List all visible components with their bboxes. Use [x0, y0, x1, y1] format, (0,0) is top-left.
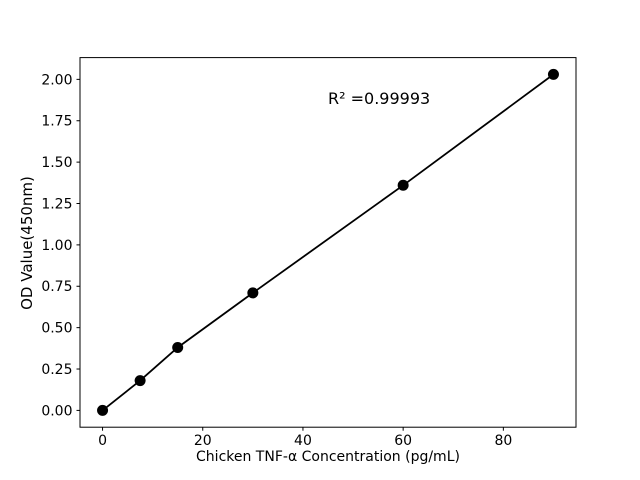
- data-point: [247, 287, 259, 299]
- y-tick-label: 1.00: [41, 238, 72, 254]
- y-tick-label: 1.25: [41, 196, 72, 212]
- x-axis-label: Chicken TNF-α Concentration (pg/mL): [196, 449, 460, 465]
- data-point: [134, 375, 146, 387]
- x-tick-label: 0: [98, 433, 107, 449]
- y-tick-label: 0.25: [41, 362, 72, 378]
- data-point: [97, 404, 109, 416]
- x-tick-label: 40: [294, 433, 312, 449]
- y-tick-label: 1.50: [41, 155, 72, 171]
- data-point: [397, 179, 409, 191]
- x-tick-label: 20: [194, 433, 212, 449]
- plot-frame: [79, 57, 577, 428]
- y-axis-label: OD Value(450nm): [18, 176, 36, 310]
- x-tick-label: 80: [494, 433, 512, 449]
- data-point: [547, 68, 559, 80]
- y-tick-label: 0.75: [41, 279, 72, 295]
- data-point: [172, 342, 184, 354]
- y-tick-label: 1.75: [41, 114, 72, 130]
- fit-line: [101, 73, 555, 412]
- y-tick-label: 0.00: [41, 403, 72, 419]
- x-tick-label: 60: [394, 433, 412, 449]
- y-tick-label: 2.00: [41, 72, 72, 88]
- y-tick-label: 0.50: [41, 321, 72, 337]
- r-squared-annotation: R² =0.99993: [328, 89, 431, 108]
